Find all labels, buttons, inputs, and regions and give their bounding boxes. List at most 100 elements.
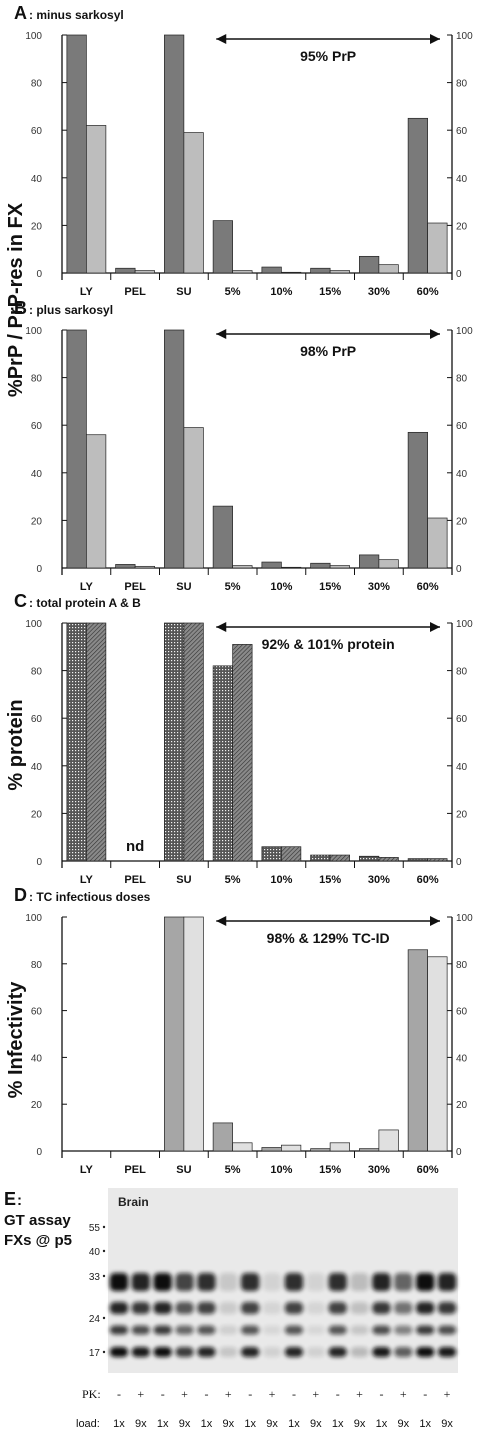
y-tick-label-left: 0	[36, 1147, 42, 1158]
blot-band	[437, 1273, 457, 1291]
y-tick-label-right: 20	[456, 1100, 468, 1111]
x-tick-label: SU	[176, 286, 191, 298]
blot-band	[394, 1273, 413, 1291]
blot-band	[197, 1302, 216, 1314]
range-arrow-head-right	[430, 329, 440, 339]
blot-band	[306, 1302, 325, 1314]
blot-lane	[437, 1273, 457, 1357]
range-annotation: 98% & 129% TC-ID	[267, 930, 390, 946]
y-tick-label-right: 60	[456, 1007, 468, 1018]
blot-band	[197, 1347, 216, 1357]
load-value: 9x	[266, 1418, 278, 1430]
pk-value: +	[225, 1387, 232, 1401]
bar	[281, 566, 302, 569]
bar	[329, 854, 350, 862]
blot-band	[197, 1273, 216, 1291]
y-tick-label-right: 60	[456, 126, 468, 137]
bar-charts: A: minus sarkosyl 0 0 20 20 40 40 60 60 80 80 100 10…	[14, 3, 473, 1176]
range-arrow-head-left	[216, 622, 227, 632]
bar	[212, 220, 233, 274]
mw-marker-label: 33	[89, 1272, 101, 1283]
pk-value: +	[181, 1387, 188, 1401]
blot-band	[372, 1302, 391, 1314]
y-tick-label-right: 100	[456, 913, 473, 924]
bar	[212, 665, 233, 862]
blot-lanes	[109, 1273, 457, 1357]
load-value: 9x	[310, 1418, 322, 1430]
bar	[310, 1148, 331, 1152]
blot-band	[109, 1347, 129, 1357]
y-tick-label-left: 20	[31, 809, 43, 820]
x-tick-label: 60%	[417, 581, 439, 593]
blot-band	[416, 1302, 435, 1314]
pk-value: -	[423, 1387, 427, 1401]
y-tick-label-left: 40	[31, 174, 43, 185]
mw-marker-label: 24	[89, 1314, 101, 1325]
bar	[359, 255, 380, 274]
blot-band	[394, 1302, 413, 1314]
bar	[232, 270, 253, 274]
x-tick-label: 60%	[417, 1164, 439, 1176]
blot-lane	[350, 1273, 369, 1357]
bar	[427, 517, 448, 569]
bar	[183, 132, 204, 274]
bar	[407, 858, 428, 862]
bar	[86, 622, 107, 862]
bar	[66, 34, 87, 274]
y-tick-label-right: 80	[456, 374, 468, 385]
y-tick-label-left: 100	[25, 913, 42, 924]
range-arrow-head-right	[430, 622, 440, 632]
blot-lane	[153, 1273, 172, 1357]
bar	[232, 644, 253, 862]
bar	[310, 562, 331, 569]
blot-band	[394, 1347, 413, 1357]
blot-band	[153, 1273, 172, 1291]
y-tick-label-right: 80	[456, 960, 468, 971]
bar	[232, 1142, 253, 1152]
load-value: 1x	[376, 1418, 388, 1430]
x-tick-label: 5%	[225, 874, 241, 886]
bar	[378, 559, 399, 569]
load-value: 1x	[157, 1418, 169, 1430]
missing-data-label: nd	[126, 838, 144, 855]
blot-lane	[328, 1273, 347, 1357]
bar	[134, 270, 155, 274]
bar	[164, 622, 185, 862]
blot-lane	[131, 1273, 150, 1357]
y-tick-label-right: 0	[456, 269, 462, 280]
blot-band	[175, 1302, 194, 1314]
blot-band	[350, 1347, 369, 1357]
blot-title-line-2: GT assay	[4, 1212, 71, 1229]
x-tick-label: 10%	[270, 1164, 292, 1176]
y-tick-label-left: 60	[31, 714, 43, 725]
load-value: 1x	[288, 1418, 300, 1430]
bar	[281, 271, 302, 274]
bar	[115, 564, 136, 569]
bar	[427, 222, 448, 274]
blot-band	[284, 1325, 304, 1335]
pk-value: -	[117, 1387, 121, 1401]
blot-band	[241, 1347, 260, 1357]
bar	[310, 854, 331, 862]
blot-band	[262, 1273, 282, 1291]
y-tick-label-left: 100	[25, 619, 42, 630]
y-axis-label-protein: % protein	[5, 699, 27, 790]
load-value: 9x	[223, 1418, 235, 1430]
bar	[407, 117, 428, 274]
mw-marker-dot	[102, 1350, 106, 1354]
blot-lane	[306, 1273, 325, 1357]
blot-band	[284, 1302, 304, 1314]
blot-band	[372, 1325, 391, 1335]
blot-band	[219, 1325, 238, 1335]
y-tick-label-left: 100	[25, 326, 42, 337]
bar	[427, 858, 448, 862]
range-arrow-head-left	[216, 329, 227, 339]
x-tick-label: SU	[176, 581, 191, 593]
y-tick-label-right: 40	[456, 174, 468, 185]
panel-letter: B	[14, 298, 27, 318]
blot-lane	[284, 1273, 304, 1357]
blot-band	[350, 1325, 369, 1335]
x-tick-label: SU	[176, 874, 191, 886]
blot-band	[131, 1347, 150, 1357]
bar	[86, 434, 107, 569]
